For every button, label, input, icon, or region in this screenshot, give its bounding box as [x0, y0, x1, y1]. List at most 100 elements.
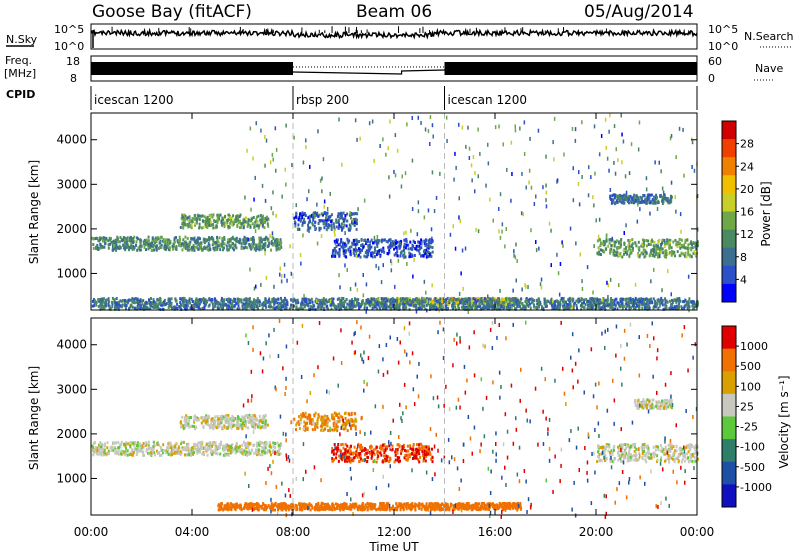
data-cell	[212, 223, 215, 227]
data-cell	[427, 251, 430, 255]
data-cell	[575, 241, 577, 246]
cpid-label: CPID	[6, 88, 35, 101]
data-cell	[618, 253, 620, 257]
data-cell	[343, 303, 345, 307]
data-cell	[174, 442, 177, 446]
y-tick-label: 3000	[56, 177, 87, 191]
data-cell	[648, 198, 651, 202]
data-cell	[545, 204, 548, 209]
data-cell	[152, 440, 155, 444]
data-cell	[404, 246, 407, 250]
data-cell	[632, 297, 634, 301]
data-cell	[199, 307, 202, 311]
data-cell	[408, 303, 411, 307]
data-cell	[207, 242, 210, 246]
data-cell	[380, 280, 383, 285]
data-cell	[653, 195, 656, 199]
data-cell	[363, 198, 366, 203]
data-cell	[674, 238, 677, 242]
data-cell	[414, 247, 417, 251]
data-cell	[114, 301, 117, 305]
data-cell	[319, 305, 321, 309]
data-cell	[510, 198, 512, 203]
data-cell	[305, 300, 308, 304]
data-cell	[217, 301, 220, 305]
data-cell	[629, 251, 632, 255]
data-cell	[422, 254, 425, 258]
data-cell	[390, 259, 392, 263]
data-cell	[272, 297, 275, 301]
data-cell	[645, 198, 648, 202]
nsky-strip: N.Sky 10^5 10^0 10^5 10^0 N.Search	[6, 23, 794, 53]
data-cell	[121, 303, 124, 307]
data-cell	[162, 303, 165, 307]
data-cell	[273, 239, 276, 243]
data-cell	[380, 302, 383, 306]
data-cell	[488, 297, 491, 301]
data-cell	[173, 236, 176, 240]
data-cell	[119, 445, 122, 449]
data-cell	[342, 305, 345, 309]
data-cell	[516, 300, 519, 304]
data-cell	[396, 297, 399, 300]
data-cell	[218, 306, 221, 310]
data-cell	[214, 226, 217, 230]
colorbar-cell	[722, 283, 736, 303]
data-cell	[153, 453, 156, 457]
data-cell	[308, 218, 311, 222]
data-cell	[447, 307, 449, 311]
data-cell	[473, 305, 476, 310]
data-cell	[225, 244, 228, 248]
data-cell	[309, 220, 311, 224]
data-cell	[642, 240, 645, 244]
data-cell	[406, 262, 408, 266]
data-cell	[173, 238, 176, 242]
data-cell	[247, 237, 249, 242]
data-cell	[455, 165, 457, 170]
data-cell	[258, 224, 261, 228]
data-cell	[254, 243, 257, 247]
data-cell	[675, 155, 677, 160]
data-cell	[673, 305, 676, 309]
data-cell	[585, 300, 588, 304]
data-cell	[406, 122, 408, 127]
data-cell	[691, 304, 694, 308]
data-cell	[261, 245, 264, 249]
data-cell	[427, 129, 430, 134]
data-cell	[251, 306, 254, 310]
data-cell	[628, 307, 631, 310]
data-cell	[261, 220, 264, 224]
data-cell	[390, 261, 393, 266]
data-cell	[394, 299, 397, 303]
data-cell	[622, 305, 625, 308]
data-cell	[458, 291, 461, 296]
data-cell	[273, 302, 276, 306]
data-cell	[633, 306, 636, 311]
data-cell	[146, 447, 148, 451]
data-cell	[415, 307, 418, 311]
data-cell	[563, 303, 566, 307]
data-cell	[99, 307, 102, 311]
data-cell	[574, 138, 577, 143]
data-cell	[636, 300, 639, 304]
data-cell	[227, 300, 230, 304]
data-cell	[348, 239, 351, 243]
data-cell	[262, 242, 265, 246]
data-cell	[621, 194, 624, 198]
data-cell	[685, 255, 688, 259]
data-cell	[382, 248, 385, 252]
data-cell	[210, 442, 213, 446]
data-cell	[170, 297, 173, 301]
data-cell	[625, 223, 627, 228]
data-cell	[487, 161, 490, 166]
data-cell	[139, 299, 142, 303]
data-cell	[647, 305, 650, 309]
data-cell	[395, 306, 397, 310]
data-cell	[271, 450, 274, 454]
data-cell	[270, 305, 273, 309]
data-cell	[253, 286, 256, 291]
data-cell	[430, 255, 433, 258]
data-cell	[147, 239, 150, 243]
data-cell	[402, 301, 405, 305]
data-cell	[222, 248, 224, 252]
